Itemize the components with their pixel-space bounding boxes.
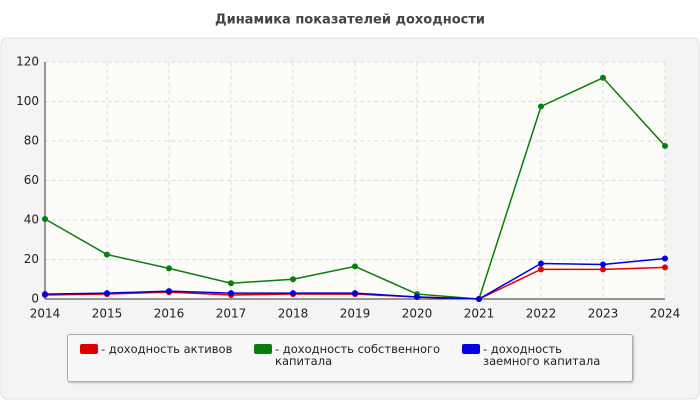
legend-label: - доходность собственного капитала [275, 342, 441, 368]
data-point [166, 288, 172, 295]
x-tick-label: 2016 [154, 307, 185, 321]
data-point [662, 264, 668, 271]
legend-swatch [462, 344, 480, 354]
data-point [414, 294, 420, 301]
data-point [600, 266, 606, 273]
y-tick-label: 20 [24, 252, 39, 266]
data-point [228, 280, 234, 287]
y-tick-label: 80 [24, 134, 39, 148]
data-point [104, 290, 110, 297]
data-point [662, 255, 668, 262]
chart-title: Динамика показателей доходности [215, 13, 485, 28]
legend-swatch [80, 344, 98, 354]
data-point [228, 290, 234, 297]
x-tick-label: 2019 [340, 307, 371, 321]
legend-item: - доходность собственного капитала [254, 343, 444, 367]
x-tick-label: 2020 [402, 307, 433, 321]
x-tick-label: 2017 [216, 307, 247, 321]
y-tick-label: 100 [16, 94, 39, 108]
x-tick-label: 2015 [92, 307, 123, 321]
data-point [42, 216, 48, 223]
y-tick-label: 60 [24, 173, 39, 187]
x-tick-label: 2022 [526, 307, 557, 321]
data-point [352, 263, 358, 270]
legend-label: - доходность активов [101, 342, 233, 356]
y-tick-label: 120 [16, 55, 39, 69]
legend-label: - доходность заемного капитала [483, 342, 601, 368]
legend-item: - доходность активов [80, 343, 250, 355]
legend-swatch [254, 344, 272, 354]
data-point [538, 266, 544, 273]
data-point [166, 265, 172, 272]
data-point [290, 276, 296, 283]
data-point [538, 260, 544, 267]
data-point [600, 261, 606, 268]
x-tick-label: 2024 [650, 307, 681, 321]
x-tick-label: 2021 [464, 307, 495, 321]
data-point [104, 251, 110, 258]
data-point [662, 142, 668, 149]
x-tick-label: 2014 [30, 307, 61, 321]
data-point [290, 290, 296, 297]
data-point [476, 296, 482, 302]
data-point [352, 290, 358, 297]
y-tick-label: 40 [24, 213, 39, 227]
data-point [538, 103, 544, 110]
x-tick-label: 2023 [588, 307, 619, 321]
y-tick-label: 0 [31, 292, 39, 306]
data-point [42, 291, 48, 298]
x-tick-label: 2018 [278, 307, 309, 321]
legend-item: - доходность заемного капитала [462, 343, 622, 367]
legend: - доходность активов - доходность собстве… [67, 334, 633, 382]
data-point [600, 74, 606, 81]
